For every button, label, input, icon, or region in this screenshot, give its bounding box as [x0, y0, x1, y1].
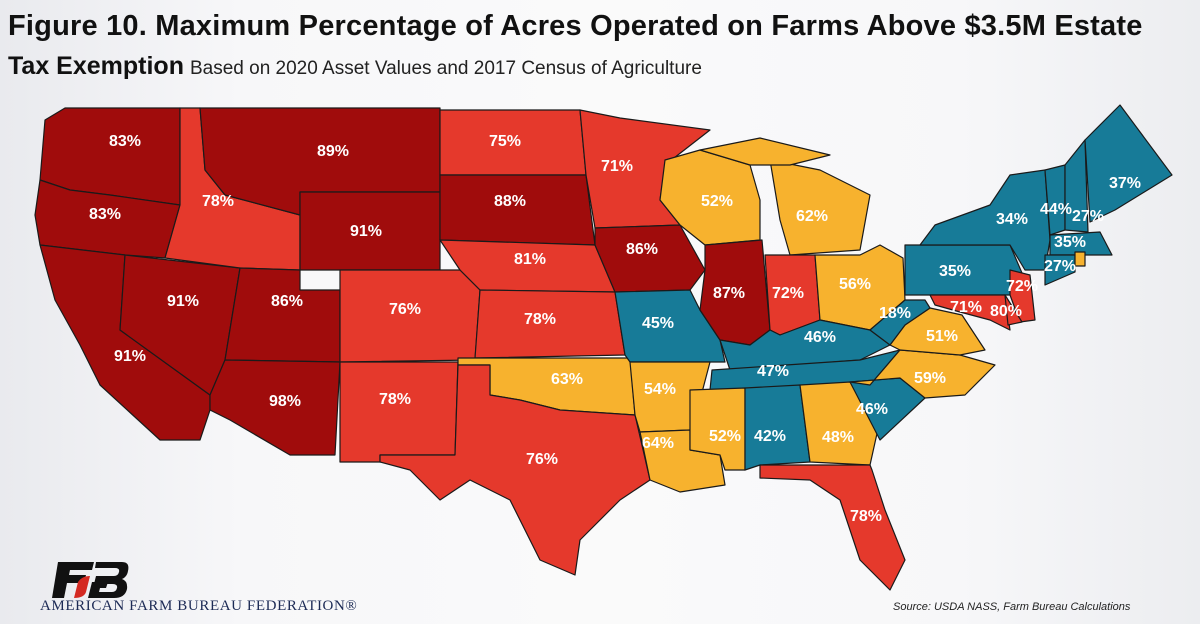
state-me: [1084, 104, 1173, 223]
state-nh: [1064, 139, 1089, 233]
state-label-mt: 89%: [317, 143, 349, 160]
state-sd: [439, 174, 596, 246]
state-label-tx: 76%: [526, 451, 558, 468]
state-tx: [379, 364, 651, 576]
state-label-ks: 78%: [524, 311, 556, 328]
state-ia: [594, 224, 706, 293]
state-label-ok: 63%: [551, 371, 583, 388]
state-label-wy: 91%: [350, 223, 382, 240]
state-label-ma: 35%: [1054, 234, 1086, 251]
state-label-nc: 59%: [914, 370, 946, 387]
state-label-mn: 71%: [601, 158, 633, 175]
state-wv: [869, 299, 931, 346]
figure-subtitle: Based on 2020 Asset Values and 2017 Cens…: [189, 58, 702, 79]
source-note: Source: USDA NASS, Farm Bureau Calculati…: [893, 601, 1131, 613]
figure-title: Figure 10. Maximum Percentage of Acres O…: [8, 10, 1143, 42]
state-label-ms: 52%: [709, 428, 741, 445]
state-al: [744, 384, 811, 471]
state-label-ne: 81%: [514, 251, 546, 268]
state-label-mi: 62%: [796, 208, 828, 225]
state-label-ct: 27%: [1044, 258, 1076, 275]
state-label-nj: 72%: [1006, 278, 1038, 295]
state-label-me: 37%: [1109, 175, 1141, 192]
state-de: [1004, 294, 1023, 326]
state-label-ia: 86%: [626, 241, 658, 258]
state-label-ny: 34%: [996, 211, 1028, 228]
state-mi: [699, 137, 831, 166]
state-ri: [1074, 251, 1086, 267]
state-label-de: 80%: [990, 303, 1022, 320]
state-ct: [1044, 254, 1076, 286]
state-label-sd: 88%: [494, 193, 526, 210]
state-label-wv: 18%: [879, 305, 911, 322]
state-label-il: 87%: [713, 285, 745, 302]
state-label-az: 98%: [269, 393, 301, 410]
organization-name: AMERICAN FARM BUREAU FEDERATION®: [40, 598, 358, 614]
state-nj: [1009, 269, 1036, 323]
state-label-ga: 48%: [822, 429, 854, 446]
state-ut: [224, 267, 341, 363]
state-label-ky: 46%: [804, 329, 836, 346]
state-label-id: 78%: [202, 193, 234, 210]
state-label-ar: 54%: [644, 381, 676, 398]
state-label-mo: 45%: [642, 315, 674, 332]
state-label-tn: 47%: [757, 363, 789, 380]
state-label-ut: 86%: [271, 293, 303, 310]
state-ma: [1049, 231, 1113, 256]
state-nm: [339, 361, 459, 463]
state-label-ca: 91%: [114, 348, 146, 365]
state-label-wi: 52%: [701, 193, 733, 210]
state-label-co: 76%: [389, 301, 421, 318]
state-fl: [759, 464, 906, 591]
figure-title-continued: Tax Exemption: [8, 52, 184, 80]
state-label-va: 51%: [926, 328, 958, 345]
state-label-sc: 46%: [856, 401, 888, 418]
state-label-in: 72%: [772, 285, 804, 302]
state-label-nm: 78%: [379, 391, 411, 408]
state-label-nv: 91%: [167, 293, 199, 310]
state-label-fl: 78%: [850, 508, 882, 525]
state-mo: [614, 289, 726, 363]
state-label-la: 64%: [642, 435, 674, 452]
state-label-or: 83%: [89, 206, 121, 223]
state-label-pa: 35%: [939, 263, 971, 280]
state-mi: [769, 159, 871, 256]
state-label-md: 71%: [950, 299, 982, 316]
state-label-vt: 44%: [1040, 201, 1072, 218]
figure-title-line2: Tax Exemption Based on 2020 Asset Values …: [8, 48, 702, 88]
state-ga: [799, 381, 881, 466]
farm-bureau-logo: [52, 562, 129, 598]
state-label-wa: 83%: [109, 133, 141, 150]
state-label-al: 42%: [754, 428, 786, 445]
state-label-oh: 56%: [839, 276, 871, 293]
state-label-nh: 27%: [1072, 208, 1104, 225]
state-label-nd: 75%: [489, 133, 521, 150]
state-az: [209, 359, 341, 456]
